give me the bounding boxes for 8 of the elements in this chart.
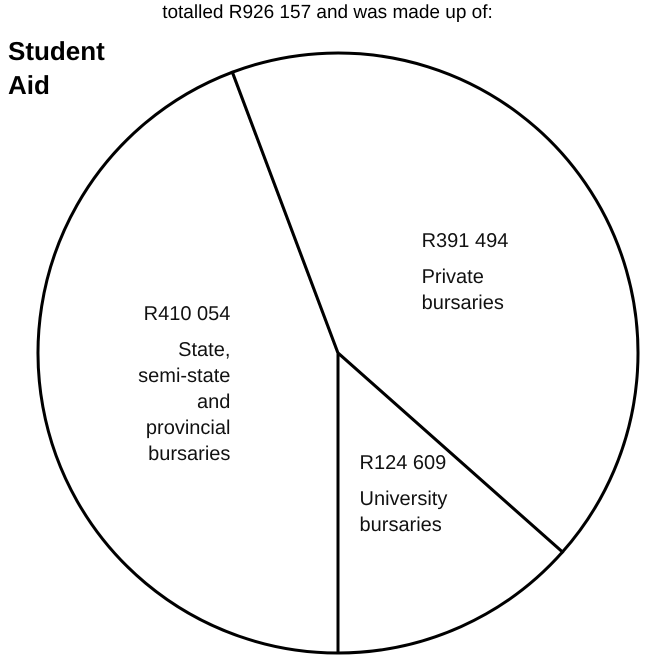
text: totalled R926 157 and was made up of: xyxy=(161,2,494,24)
chart-title: Student Aid xyxy=(8,35,106,102)
data-label: R410 054 xyxy=(144,302,230,325)
data-label: R391 494 xyxy=(422,230,508,252)
data-label: R124 609 xyxy=(360,452,446,474)
slice-label: State, semi-state and provincial bursaries xyxy=(138,338,230,465)
slice-label: Private bursaries xyxy=(422,266,504,314)
slice-label: University bursaries xyxy=(360,488,448,536)
